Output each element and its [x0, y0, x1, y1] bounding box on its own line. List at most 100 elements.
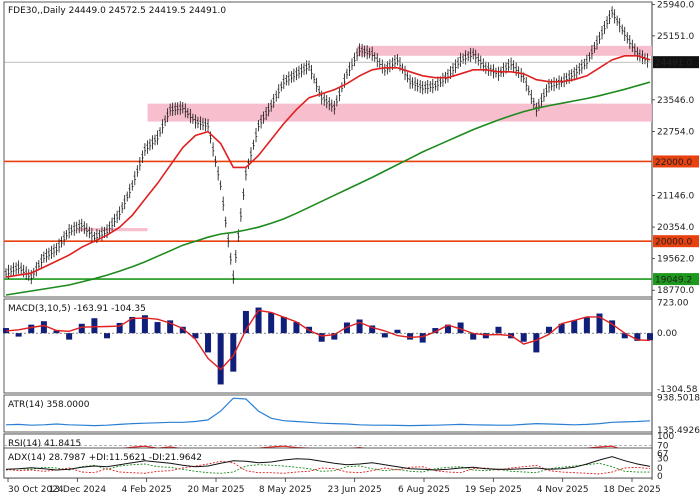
adx-panel-frame — [3, 447, 653, 479]
macd-bar — [205, 333, 212, 353]
macd-bar — [647, 333, 653, 341]
adx-plus-di-line — [5, 462, 651, 474]
macd-bar — [470, 333, 477, 340]
level-tag-label: 19049.2 — [655, 276, 692, 286]
price-tick-label: 19562.0 — [657, 255, 694, 265]
last-price-tag — [653, 56, 699, 69]
macd-bar — [331, 333, 338, 340]
x-tick-label: 6 Aug 2025 — [398, 485, 450, 495]
rsi-tick-label: 30 — [657, 454, 669, 464]
macd-tick-label: 723.00 — [657, 298, 689, 308]
x-tick-label: 18 Dec 2025 — [603, 485, 661, 495]
adx-header: ADX(14) 28.7987 +DI:11.5621 -DI:21.9642 — [8, 453, 202, 463]
resistance-zone — [77, 228, 148, 232]
macd-bar — [571, 320, 578, 334]
price-tick-label: 18770.0 — [657, 286, 694, 296]
macd-bar — [255, 307, 262, 334]
adx-line — [5, 456, 651, 471]
macd-bar — [432, 328, 439, 334]
macd-bar — [381, 333, 388, 338]
macd-bar — [621, 333, 628, 339]
atr-tick-label: 135.4926 — [657, 426, 700, 436]
x-tick-label: 13 Dec 2024 — [49, 485, 107, 495]
price-tick-label: 25940.0 — [657, 0, 694, 10]
macd-bar — [129, 316, 136, 334]
adx-tick-label: 67 — [657, 450, 668, 460]
macd-bar — [280, 316, 287, 334]
macd-header: MACD(3,10,5) -163.91 -104.35 — [8, 304, 146, 314]
price-tick-label: 20354.0 — [657, 223, 694, 233]
macd-bar — [419, 333, 426, 343]
macd-bar — [482, 333, 489, 339]
macd-bar — [179, 326, 186, 334]
macd-bar — [116, 322, 123, 334]
ma-green-line — [5, 81, 651, 296]
adx-minus-di-line — [5, 460, 651, 475]
price-tick-label: 22754.0 — [657, 127, 694, 137]
x-tick-label: 8 May 2025 — [259, 485, 312, 495]
x-tick-label: 30 Oct 2024 — [8, 485, 64, 495]
macd-bar — [609, 320, 616, 334]
atr-line — [5, 397, 651, 427]
macd-bar — [192, 333, 199, 339]
macd-bar — [230, 333, 237, 372]
atr-header: ATR(14) 358.0000 — [8, 400, 90, 410]
macd-bar — [154, 322, 161, 334]
macd-bar — [394, 329, 401, 334]
macd-bar — [545, 326, 552, 334]
macd-bar — [533, 333, 540, 353]
macd-bar — [53, 330, 60, 334]
level-tag-label: 20000.0 — [655, 238, 692, 248]
macd-bar — [369, 325, 376, 334]
price-header: FDE30,,Daily 24449.0 24572.5 24419.5 244… — [8, 6, 226, 16]
adx-tick-label: 0 — [657, 472, 663, 482]
rsi-tick-label: 70 — [657, 442, 669, 452]
last-price-label: 24491.0 — [655, 59, 692, 69]
level-tag — [653, 155, 699, 168]
x-tick-label: 20 Mar 2025 — [187, 485, 244, 495]
macd-bar — [66, 333, 73, 340]
macd-bar — [268, 312, 275, 334]
x-tick-label: 4 Nov 2025 — [537, 485, 589, 495]
macd-bar — [444, 324, 451, 334]
x-tick-label: 4 Feb 2025 — [122, 485, 172, 495]
rsi-tick-label: 0 — [657, 464, 663, 474]
macd-bar — [634, 333, 641, 341]
macd-bar — [242, 310, 249, 334]
macd-bar — [91, 318, 98, 334]
panel-frame-atr — [3, 394, 653, 433]
macd-bar — [583, 316, 590, 334]
macd-bar — [217, 333, 224, 385]
price-tick-label: 21146.0 — [657, 192, 694, 202]
macd-signal-line — [5, 309, 651, 371]
level-tag — [653, 273, 699, 286]
macd-bar — [167, 320, 174, 334]
price-tick-label: 25151.0 — [657, 32, 694, 42]
macd-bar — [495, 326, 502, 334]
macd-bar — [407, 333, 414, 340]
macd-bar — [40, 321, 47, 334]
macd-bar — [596, 313, 603, 334]
macd-bar — [293, 322, 300, 334]
rsi-tick-label: 100 — [657, 432, 674, 442]
level-tag-label: 22000.0 — [655, 158, 692, 168]
macd-bar — [78, 323, 85, 334]
resistance-zone — [147, 103, 653, 122]
macd-bar — [104, 333, 111, 339]
macd-bar — [318, 333, 325, 342]
level-tag — [653, 235, 699, 248]
macd-bar — [558, 323, 565, 334]
resistance-zone — [356, 45, 652, 56]
x-tick-label: 23 Jun 2025 — [328, 485, 382, 495]
macd-tick-label: 0.00 — [657, 329, 677, 339]
macd-bar — [356, 319, 363, 334]
x-tick-label: 19 Sep 2025 — [465, 485, 522, 495]
macd-bar — [15, 333, 22, 337]
macd-bar — [520, 333, 527, 342]
macd-bar — [28, 324, 35, 334]
macd-bar — [141, 315, 148, 334]
rsi-header: RSI(14) 41.8415 — [8, 439, 81, 449]
panel-frame-macd — [3, 298, 653, 394]
